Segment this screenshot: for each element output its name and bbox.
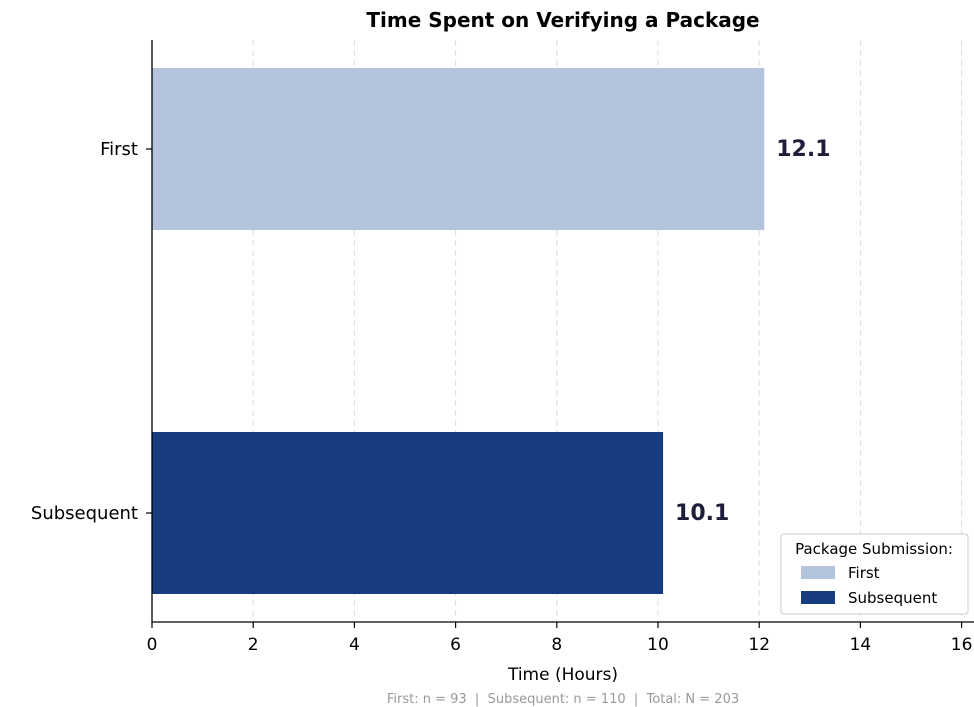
x-tick-label: 16 — [951, 635, 973, 655]
legend: Package Submission: First Subsequent — [780, 533, 969, 615]
value-labels: 12.1 10.1 — [675, 137, 830, 526]
category-label-first: First — [100, 139, 138, 160]
category-ticks: First Subsequent — [31, 139, 152, 524]
legend-entries: First Subsequent — [801, 564, 937, 607]
x-tick-label: 4 — [349, 635, 360, 655]
x-tick-label: 12 — [748, 635, 770, 655]
legend-swatch-subsequent — [801, 591, 835, 604]
legend-label-subsequent: Subsequent — [848, 589, 937, 607]
bars — [152, 68, 765, 594]
chart-title: Time Spent on Verifying a Package — [366, 8, 759, 32]
sample-size-footnote: First: n = 93 | Subsequent: n = 110 | To… — [387, 692, 739, 707]
axes — [151, 40, 974, 623]
x-tick-label: 14 — [850, 635, 872, 655]
value-label-first: 12.1 — [776, 137, 830, 162]
x-tick-label: 2 — [248, 635, 259, 655]
legend-swatch-first — [801, 566, 835, 579]
legend-title: Package Submission: — [795, 540, 953, 558]
x-axis-label: Time (Hours) — [507, 665, 618, 685]
x-ticks: 0 2 4 6 8 10 12 14 16 — [147, 622, 973, 655]
x-tick-label: 6 — [450, 635, 461, 655]
x-tick-label: 8 — [551, 635, 562, 655]
legend-label-first: First — [848, 564, 880, 582]
x-tick-label: 10 — [647, 635, 669, 655]
value-label-subsequent: 10.1 — [675, 501, 729, 526]
bar-subsequent — [152, 432, 664, 594]
category-label-subsequent: Subsequent — [31, 503, 138, 524]
x-tick-label: 0 — [147, 635, 158, 655]
bar-first — [152, 68, 765, 230]
